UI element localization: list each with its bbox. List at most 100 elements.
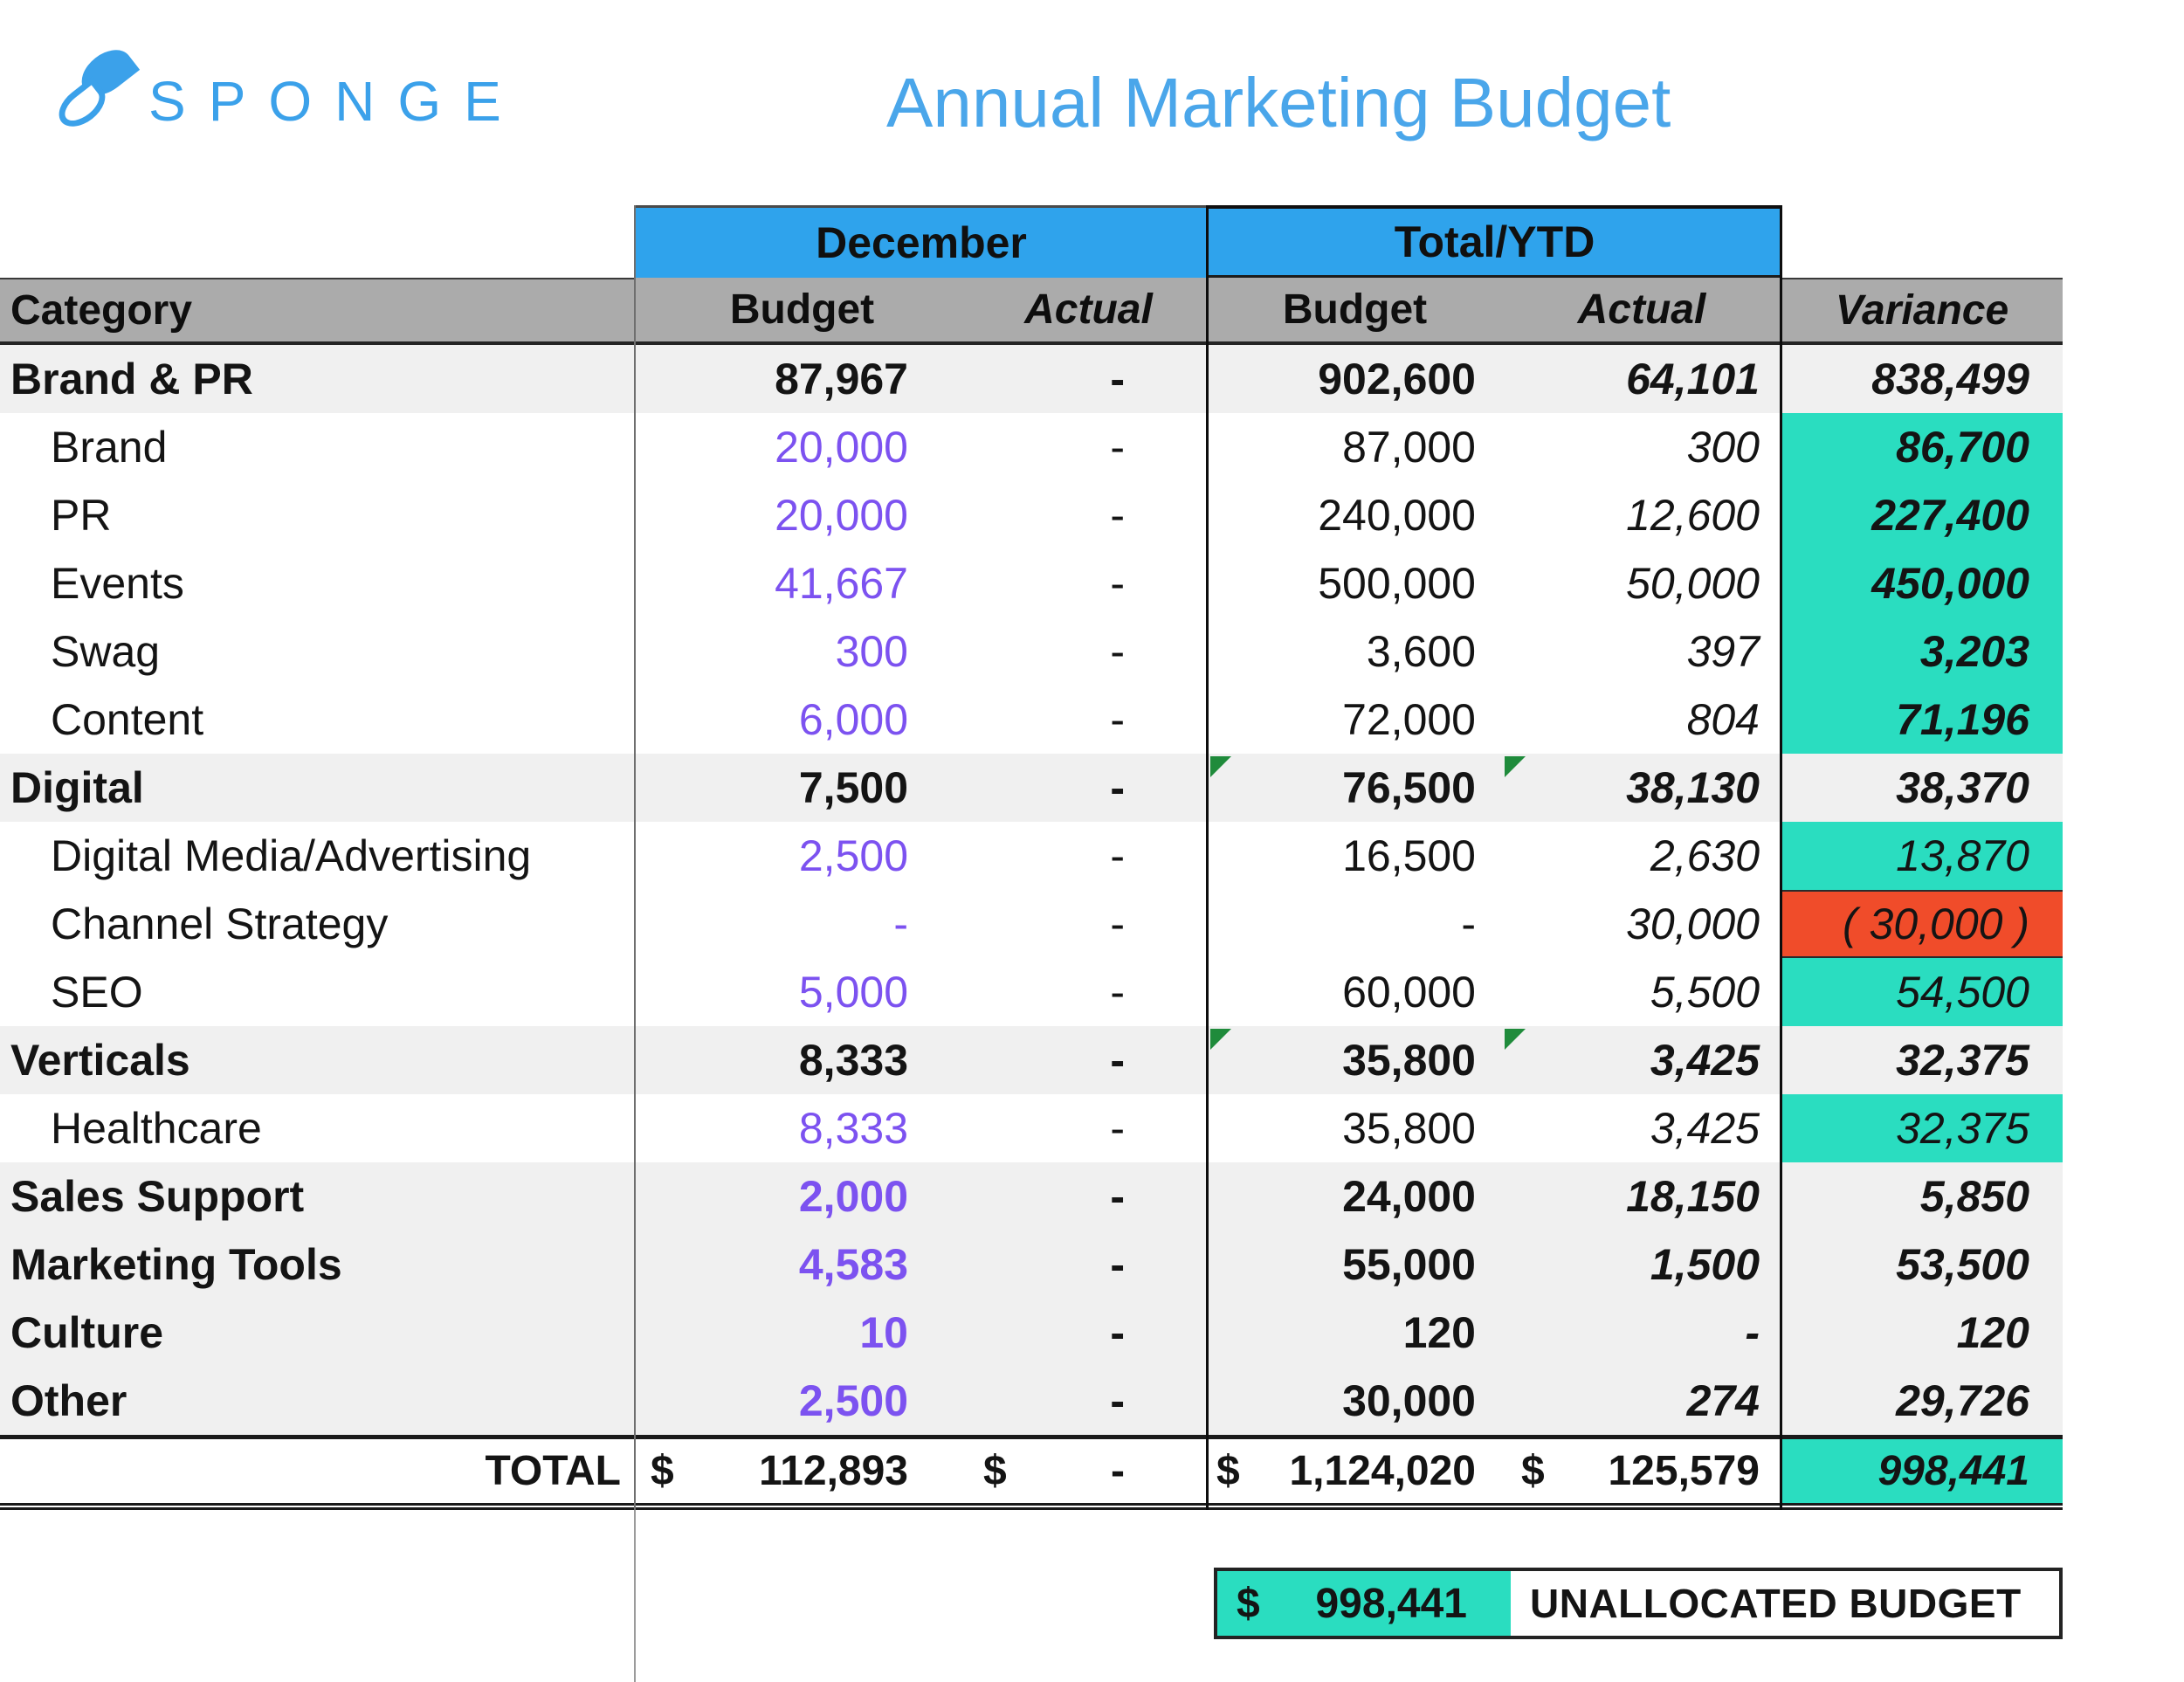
- cell-ytd-actual: 1,500: [1502, 1230, 1781, 1299]
- cell-ytd-actual: 12,600: [1502, 481, 1781, 549]
- cell-dec-actual: -: [969, 754, 1208, 822]
- cell-variance: 13,870: [1781, 822, 2063, 890]
- cell-warning-flag-icon: [1210, 756, 1231, 777]
- cell-ytd-budget: 76,500: [1208, 754, 1502, 822]
- cell-ytd-budget: 24,000: [1208, 1162, 1502, 1230]
- unallocated-amount-cell: $ 998,441: [1217, 1571, 1511, 1636]
- cell-ytd-actual: 300: [1502, 413, 1781, 481]
- cell-ytd-budget: 60,000: [1208, 958, 1502, 1026]
- cell-ytd-actual: -: [1502, 1299, 1781, 1367]
- total-ytd-actual: $ 125,579: [1502, 1439, 1781, 1503]
- cell-dec-budget: -: [635, 890, 969, 958]
- cell-dec-budget: 7,500: [635, 754, 969, 822]
- row-category: Events: [0, 549, 635, 617]
- cell-ytd-budget: 87,000: [1208, 413, 1502, 481]
- cell-ytd-actual: 3,425: [1502, 1026, 1781, 1094]
- cell-ytd-actual: 274: [1502, 1367, 1781, 1435]
- table-row: Healthcare 8,333-35,800 3,425 32,375: [0, 1094, 2063, 1162]
- table-row: Marketing Tools 4,583-55,000 1,500 53,500: [0, 1230, 2063, 1299]
- cell-ytd-actual: 397: [1502, 617, 1781, 686]
- dollar-sign: $: [1237, 1580, 1260, 1627]
- cell-variance: ( 30,000 ): [1781, 890, 2063, 958]
- row-category: Healthcare: [0, 1094, 635, 1162]
- december-label: December: [816, 218, 1027, 267]
- row-category: Culture: [0, 1299, 635, 1367]
- cell-variance: 32,375: [1781, 1026, 2063, 1094]
- cell-variance: 838,499: [1781, 345, 2063, 413]
- cell-ytd-budget: 240,000: [1208, 481, 1502, 549]
- cell-dec-budget: 2,000: [635, 1162, 969, 1230]
- border-ytd-right: [1780, 205, 1782, 1510]
- unallocated-budget-box: $ 998,441 UNALLOCATED BUDGET: [1214, 1568, 2063, 1639]
- column-header-row: Category Budget Actual Budget Actual Var…: [0, 278, 2063, 345]
- cell-variance: 53,500: [1781, 1230, 2063, 1299]
- table-row: Content 6,000-72,000 804 71,196: [0, 686, 2063, 754]
- row-category: Sales Support: [0, 1162, 635, 1230]
- border-ytd-left: [1206, 205, 1209, 1510]
- cell-ytd-actual: 18,150: [1502, 1162, 1781, 1230]
- header-spacer: [0, 205, 635, 278]
- cell-variance: 71,196: [1781, 686, 2063, 754]
- header-variance: Variance: [1781, 278, 2063, 345]
- table-row: Other 2,500-30,000 274 29,726: [0, 1367, 2063, 1435]
- cell-ytd-actual: 64,101: [1502, 345, 1781, 413]
- row-category: Content: [0, 686, 635, 754]
- cell-ytd-actual: 50,000: [1502, 549, 1781, 617]
- cell-dec-budget: 10: [635, 1299, 969, 1367]
- gridline-category-divider: [634, 205, 636, 1510]
- cell-dec-budget: 2,500: [635, 822, 969, 890]
- cell-variance: 227,400: [1781, 481, 2063, 549]
- cell-dec-actual: -: [969, 958, 1208, 1026]
- cell-ytd-budget: 30,000: [1208, 1367, 1502, 1435]
- column-group-header-row: December Total/YTD: [0, 205, 2063, 278]
- table-row: Brand 20,000-87,000 300 86,700: [0, 413, 2063, 481]
- dollar-sign: $: [1521, 1448, 1545, 1494]
- total-dec-budget: $ 112,893: [635, 1439, 969, 1503]
- row-category: Marketing Tools: [0, 1230, 635, 1299]
- cell-ytd-actual: 2,630: [1502, 822, 1781, 890]
- cell-ytd-budget: 500,000: [1208, 549, 1502, 617]
- total-ytd-budget: $ 1,124,020: [1208, 1439, 1502, 1503]
- row-category: Brand & PR: [0, 345, 635, 413]
- row-category: Other: [0, 1367, 635, 1435]
- cell-dec-actual: -: [969, 1230, 1208, 1299]
- table-row: Channel Strategy - - -30,000( 30,000 ): [0, 890, 2063, 958]
- total-dec-actual: $ -: [969, 1439, 1208, 1503]
- cell-dec-budget: 8,333: [635, 1026, 969, 1094]
- cell-dec-budget: 6,000: [635, 686, 969, 754]
- row-category: Brand: [0, 413, 635, 481]
- row-category: Swag: [0, 617, 635, 686]
- total-variance: 998,441: [1781, 1439, 2063, 1503]
- table-row: Verticals 8,333-35,800 3,425 32,375: [0, 1026, 2063, 1094]
- cell-dec-budget: 300: [635, 617, 969, 686]
- total-ytd-actual-value: 125,579: [1608, 1448, 1760, 1494]
- cell-ytd-actual: 3,425: [1502, 1094, 1781, 1162]
- cell-variance: 3,203: [1781, 617, 2063, 686]
- cell-dec-budget: 2,500: [635, 1367, 969, 1435]
- header-category: Category: [0, 278, 635, 345]
- cell-variance: 54,500: [1781, 958, 2063, 1026]
- cell-variance: 86,700: [1781, 413, 2063, 481]
- cell-variance: 38,370: [1781, 754, 2063, 822]
- cell-dec-actual: -: [969, 549, 1208, 617]
- cell-variance: 29,726: [1781, 1367, 2063, 1435]
- cell-ytd-budget: 72,000: [1208, 686, 1502, 754]
- cell-dec-actual: -: [969, 345, 1208, 413]
- cell-dec-actual: -: [969, 413, 1208, 481]
- table-row: Events 41,667-500,000 50,000 450,000: [0, 549, 2063, 617]
- cell-dec-actual: -: [969, 1299, 1208, 1367]
- table-row: Brand & PR 87,967-902,600 64,101 838,499: [0, 345, 2063, 413]
- cell-warning-flag-icon: [1505, 1029, 1526, 1050]
- total-row: TOTAL $ 112,893 $ - $ 1,124,020 $ 125,57…: [0, 1435, 2063, 1510]
- cell-dec-budget: 5,000: [635, 958, 969, 1026]
- page-title: Annual Marketing Budget: [886, 64, 1671, 141]
- cell-ytd-budget: 35,800: [1208, 1026, 1502, 1094]
- total-dec-actual-value: -: [1111, 1448, 1125, 1494]
- cell-dec-actual: -: [969, 1367, 1208, 1435]
- table-row: Culture 10-120-120: [0, 1299, 2063, 1367]
- cell-dec-budget: 20,000: [635, 413, 969, 481]
- header-spacer: [1781, 205, 2063, 278]
- cell-dec-actual: -: [969, 890, 1208, 958]
- column-group-total-ytd: Total/YTD: [1208, 205, 1781, 278]
